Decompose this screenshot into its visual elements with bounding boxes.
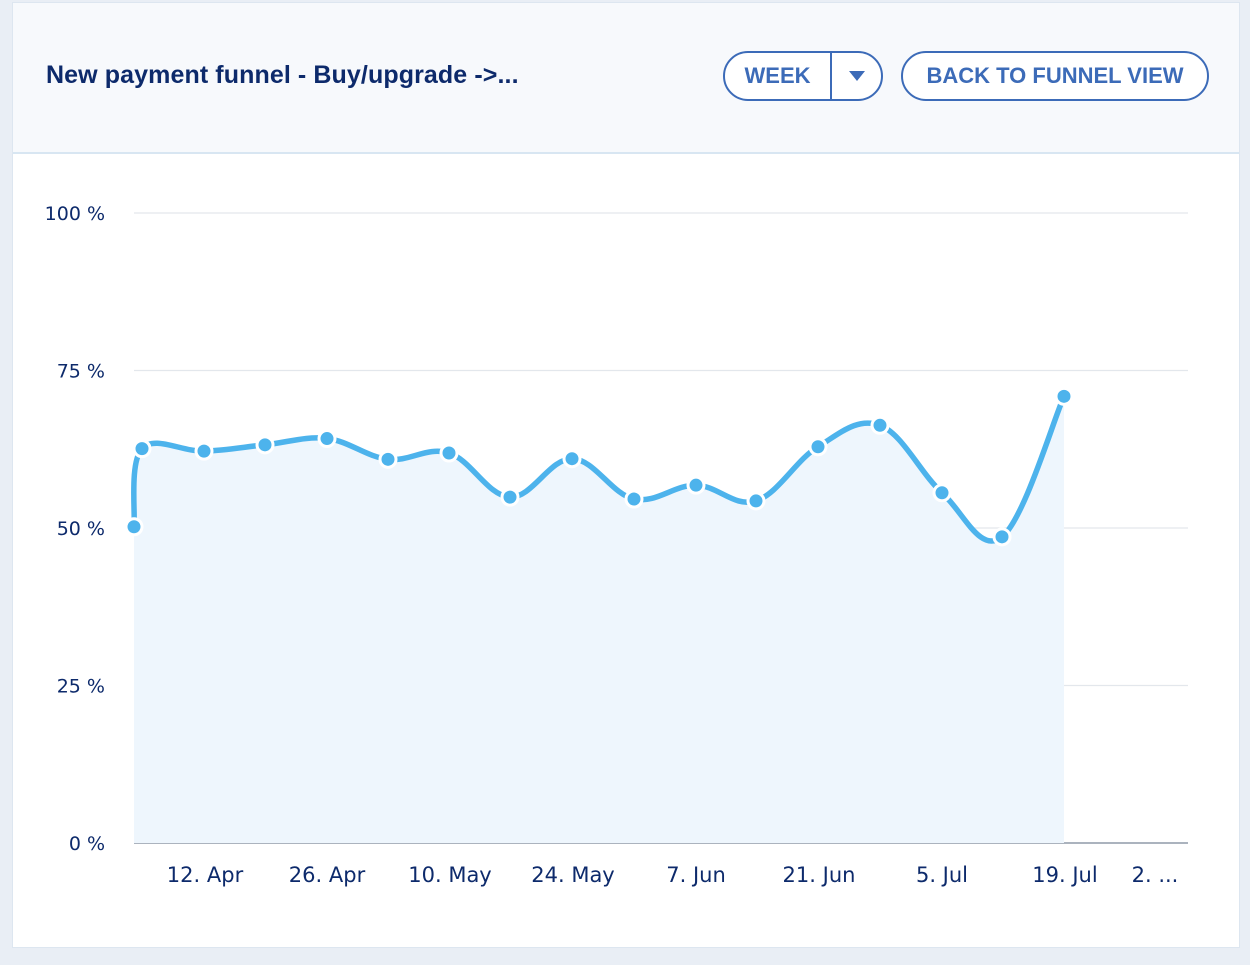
- card-header: New payment funnel - Buy/upgrade ->... W…: [13, 3, 1239, 154]
- data-point[interactable]: [255, 435, 275, 455]
- x-tick-label: 24. May: [531, 863, 615, 887]
- data-point[interactable]: [562, 449, 582, 469]
- x-tick-label: 12. Apr: [167, 863, 244, 887]
- x-tick-label: 2. ...: [1132, 863, 1179, 887]
- y-tick-label: 100 %: [45, 203, 105, 225]
- data-point[interactable]: [132, 439, 152, 459]
- data-point[interactable]: [194, 441, 214, 461]
- x-tick-label: 7. Jun: [666, 863, 726, 887]
- y-tick-label: 75 %: [57, 361, 105, 383]
- x-tick-label: 21. Jun: [783, 863, 856, 887]
- data-point[interactable]: [992, 527, 1012, 547]
- data-point[interactable]: [746, 491, 766, 511]
- x-tick-label: 10. May: [408, 863, 492, 887]
- x-tick-label: 26. Apr: [289, 863, 366, 887]
- data-point[interactable]: [686, 475, 706, 495]
- chart-title: New payment funnel - Buy/upgrade ->...: [46, 61, 519, 89]
- data-point[interactable]: [500, 487, 520, 507]
- data-point[interactable]: [1054, 386, 1074, 406]
- y-tick-label: 50 %: [57, 518, 105, 540]
- series-area-fill: [133, 396, 1065, 843]
- x-tick-label: 19. Jul: [1032, 863, 1097, 887]
- x-tick-label: 5. Jul: [916, 863, 968, 887]
- chevron-down-icon[interactable]: [832, 70, 881, 82]
- period-select[interactable]: WEEK: [723, 51, 883, 101]
- data-point[interactable]: [870, 415, 890, 435]
- data-point[interactable]: [808, 437, 828, 457]
- data-point[interactable]: [439, 443, 459, 463]
- data-point[interactable]: [317, 429, 337, 449]
- data-point[interactable]: [124, 517, 144, 537]
- data-point[interactable]: [932, 483, 952, 503]
- data-point[interactable]: [378, 449, 398, 469]
- data-point[interactable]: [624, 489, 644, 509]
- back-to-funnel-view-button[interactable]: BACK TO FUNNEL VIEW: [901, 51, 1209, 101]
- period-select-value: WEEK: [744, 63, 811, 88]
- y-tick-label: 0 %: [69, 833, 105, 855]
- select-divider: [830, 53, 832, 99]
- y-tick-label: 25 %: [57, 676, 105, 698]
